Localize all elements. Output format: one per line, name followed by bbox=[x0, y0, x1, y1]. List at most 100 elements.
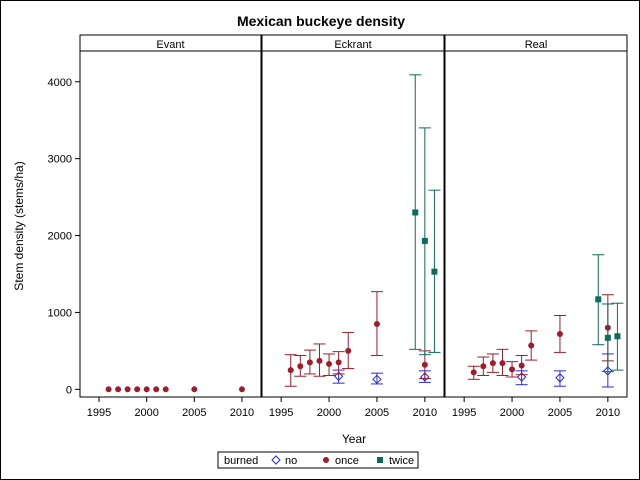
marker-square bbox=[421, 237, 428, 244]
marker-circle bbox=[499, 360, 506, 367]
data-point-once bbox=[143, 386, 150, 393]
marker-square bbox=[431, 268, 438, 275]
marker-circle bbox=[345, 347, 352, 354]
marker-circle bbox=[134, 386, 141, 393]
panel-label-evant: Evant bbox=[156, 39, 184, 51]
marker-circle bbox=[297, 363, 304, 370]
data-point-twice bbox=[418, 127, 431, 356]
x-tick-label: 2010 bbox=[596, 407, 620, 419]
data-point-twice bbox=[409, 74, 422, 350]
marker-circle bbox=[326, 360, 333, 367]
panels-layer: Evant 1995 2000 2005 2010 Eckrant 1995 2000 2005… bbox=[79, 34, 628, 419]
data-point-no bbox=[553, 370, 566, 387]
data-point-once bbox=[486, 353, 499, 373]
legend-label-once: once bbox=[335, 455, 359, 467]
marker-circle bbox=[316, 357, 323, 364]
data-point-twice bbox=[592, 254, 605, 346]
data-point-once bbox=[134, 386, 141, 393]
x-tick-label: 2000 bbox=[134, 407, 158, 419]
marker-circle bbox=[143, 386, 150, 393]
legend-marker-twice bbox=[377, 457, 383, 463]
x-tick-label: 1995 bbox=[452, 407, 476, 419]
marker-diamond bbox=[420, 372, 430, 382]
marker-circle bbox=[556, 330, 563, 337]
data-point-once bbox=[477, 356, 490, 376]
data-point-once bbox=[332, 351, 345, 375]
marker-square bbox=[595, 296, 602, 303]
x-tick-label: 2000 bbox=[500, 407, 524, 419]
data-point-once bbox=[284, 354, 297, 387]
data-point-once bbox=[370, 291, 383, 356]
data-point-twice bbox=[611, 302, 624, 371]
y-axis-label: Stem density (stems/ha) bbox=[12, 161, 26, 290]
data-point-once bbox=[294, 354, 307, 377]
legend-label-twice: twice bbox=[389, 455, 414, 467]
legend-label-no: no bbox=[285, 455, 297, 467]
marker-diamond bbox=[555, 373, 565, 383]
marker-circle bbox=[115, 386, 122, 393]
chart-title: Mexican buckeye density bbox=[237, 13, 405, 29]
y-tick-label: 4000 bbox=[48, 77, 72, 89]
data-point-once bbox=[553, 314, 566, 353]
panel-eckrant: Eckrant 1995 2000 2005 2010 bbox=[261, 34, 445, 419]
panel-evant: Evant 1995 2000 2005 2010 bbox=[79, 34, 262, 419]
data-point-once bbox=[515, 354, 528, 376]
legend-box bbox=[217, 451, 419, 469]
marker-circle bbox=[287, 367, 294, 374]
marker-circle bbox=[191, 386, 198, 393]
series-once bbox=[105, 291, 614, 393]
marker-circle bbox=[509, 366, 516, 373]
x-tick-label: 2005 bbox=[365, 407, 389, 419]
panel-plot-area-eckrant bbox=[261, 50, 445, 398]
marker-diamond bbox=[603, 366, 613, 376]
marker-diamond bbox=[516, 372, 527, 382]
panel-plot-area-evant bbox=[79, 50, 262, 398]
series-twice bbox=[409, 74, 624, 373]
panel-label-real: Real bbox=[525, 39, 548, 51]
data-marks bbox=[105, 74, 624, 393]
marker-circle bbox=[421, 361, 428, 368]
data-point-once bbox=[162, 386, 169, 393]
x-tick-label: 2010 bbox=[413, 407, 437, 419]
data-point-twice bbox=[428, 189, 441, 353]
marker-circle bbox=[238, 386, 245, 393]
data-point-once bbox=[191, 386, 198, 393]
marker-circle bbox=[105, 386, 112, 393]
marker-circle bbox=[489, 360, 496, 367]
marker-circle bbox=[528, 342, 535, 349]
data-point-once bbox=[313, 343, 326, 377]
data-point-once bbox=[496, 348, 509, 376]
panel-label-eckrant: Eckrant bbox=[334, 39, 371, 51]
marker-circle bbox=[153, 386, 160, 393]
x-tick-label: 1995 bbox=[87, 407, 111, 419]
data-point-once bbox=[153, 386, 160, 393]
marker-square bbox=[604, 334, 611, 341]
y-tick-label: 2000 bbox=[48, 231, 72, 243]
x-tick-label: 2005 bbox=[182, 407, 206, 419]
x-tick-label: 2000 bbox=[317, 407, 341, 419]
y-tick-label: 1000 bbox=[48, 307, 72, 319]
data-point-once bbox=[342, 331, 355, 370]
x-tick-label: 1995 bbox=[269, 407, 293, 419]
data-point-no bbox=[370, 372, 383, 385]
y-axis: 0 1000 2000 3000 4000 bbox=[48, 77, 80, 396]
y-tick-label: 3000 bbox=[48, 154, 72, 166]
marker-circle bbox=[373, 320, 380, 327]
marker-diamond bbox=[333, 371, 344, 381]
marker-square bbox=[412, 209, 419, 216]
data-point-once bbox=[124, 386, 131, 393]
marker-circle bbox=[124, 386, 131, 393]
marker-circle bbox=[470, 369, 477, 376]
data-point-once bbox=[525, 330, 538, 361]
legend-marker-no bbox=[271, 455, 281, 465]
legend-marker-once bbox=[323, 457, 329, 463]
marker-circle bbox=[335, 359, 342, 366]
y-tick-label: 0 bbox=[66, 384, 72, 396]
panel-real: Real 1995 2000 2005 2010 bbox=[444, 34, 628, 419]
legend: burned no once twice bbox=[217, 451, 419, 469]
data-point-once bbox=[323, 353, 336, 376]
marker-circle bbox=[306, 359, 313, 366]
marker-circle bbox=[162, 386, 169, 393]
data-point-once bbox=[506, 361, 519, 378]
